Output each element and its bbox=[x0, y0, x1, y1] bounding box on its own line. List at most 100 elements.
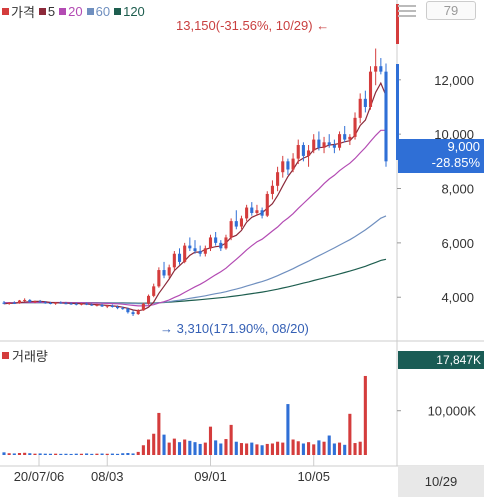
legend-ma60: 60 bbox=[86, 4, 110, 19]
candle-body bbox=[265, 193, 269, 216]
candle-body bbox=[270, 185, 274, 194]
legend-ma20: 20 bbox=[59, 4, 83, 19]
candle-body bbox=[239, 218, 244, 227]
candle-body bbox=[2, 302, 6, 304]
legend-ma5: 5 bbox=[38, 4, 56, 19]
volume-bar bbox=[90, 453, 94, 455]
candle-body bbox=[33, 301, 37, 303]
volume-bar bbox=[312, 444, 316, 455]
candle-body bbox=[162, 270, 166, 276]
volume-bar bbox=[7, 453, 11, 455]
legend-ma5-label: 5 bbox=[47, 4, 56, 19]
volume-bar bbox=[95, 453, 99, 455]
volume-bar bbox=[193, 442, 197, 455]
volume-bar bbox=[281, 442, 285, 455]
volume-bar bbox=[291, 439, 295, 455]
candle-body bbox=[116, 307, 120, 309]
price-tick-label: 6,000 bbox=[441, 236, 474, 251]
legend-ma60-swatch bbox=[86, 8, 94, 15]
volume-bar bbox=[250, 442, 254, 455]
volume-bar bbox=[188, 440, 192, 455]
volume-bar bbox=[100, 453, 104, 455]
legend-ma20-label: 20 bbox=[68, 4, 83, 19]
high-price-annotation: 13,150(-31.56%, 10/29) ← bbox=[176, 18, 329, 33]
volume-bar bbox=[270, 443, 274, 455]
candle-body bbox=[250, 207, 254, 213]
volume-bar bbox=[131, 453, 135, 455]
candle-body bbox=[141, 303, 145, 311]
volume-bar bbox=[177, 442, 182, 455]
volume-bar bbox=[152, 433, 156, 455]
candle-body bbox=[327, 142, 331, 146]
volume-bar bbox=[172, 438, 176, 455]
candle-body bbox=[379, 66, 383, 72]
candle-body bbox=[131, 312, 135, 315]
volume-bar bbox=[317, 440, 321, 455]
volume-bar bbox=[208, 426, 213, 455]
volume-bar bbox=[327, 435, 331, 455]
volume-bar bbox=[296, 441, 300, 455]
volume-bar bbox=[353, 443, 357, 455]
menu-icon[interactable] bbox=[398, 2, 416, 18]
candle-body bbox=[219, 242, 223, 249]
candle-body bbox=[183, 245, 187, 262]
volume-bar bbox=[198, 443, 202, 455]
ma120-line bbox=[4, 258, 387, 304]
candle-body bbox=[363, 98, 367, 107]
volume-bar bbox=[69, 453, 73, 455]
legend-price: 가격 bbox=[2, 2, 35, 21]
price-tick-label: 10,000 bbox=[434, 127, 474, 142]
volume-bar bbox=[33, 453, 37, 455]
zoom-input[interactable]: 79 bbox=[426, 1, 476, 20]
last-date-label: 10/29 bbox=[398, 466, 484, 497]
volume-bar bbox=[229, 424, 233, 455]
current-price-badge: 9,000 -28.85% bbox=[398, 139, 484, 173]
volume-bar bbox=[332, 443, 336, 455]
volume-bar bbox=[59, 453, 63, 455]
legend-price-swatch bbox=[2, 8, 9, 15]
volume-bar bbox=[28, 453, 32, 455]
volume-bar bbox=[162, 434, 166, 455]
volume-bar bbox=[255, 444, 259, 455]
candle-body bbox=[208, 237, 213, 249]
candle-body bbox=[172, 253, 176, 268]
volume-bar bbox=[358, 441, 362, 455]
candle-body bbox=[348, 136, 352, 140]
date-tick-label: 20/07/06 bbox=[14, 469, 65, 484]
volume-bar bbox=[276, 441, 280, 455]
candle-body bbox=[255, 210, 259, 213]
volume-bar bbox=[2, 452, 6, 455]
volume-bar bbox=[203, 442, 207, 455]
candle-body bbox=[281, 161, 285, 173]
candle-body bbox=[343, 134, 347, 140]
candle-body bbox=[332, 145, 336, 148]
volume-bar bbox=[116, 453, 120, 455]
candle-body bbox=[167, 267, 171, 276]
ma60-line bbox=[4, 215, 387, 305]
volume-bar bbox=[74, 453, 78, 455]
price-tick-label: 8,000 bbox=[441, 182, 474, 197]
volume-bar bbox=[265, 443, 269, 455]
volume-tick-label: 10,000K bbox=[428, 404, 477, 419]
candle-body bbox=[234, 221, 238, 227]
candle-body bbox=[322, 142, 326, 148]
volume-bar bbox=[121, 453, 125, 455]
candle-body bbox=[64, 303, 68, 305]
volume-bar bbox=[260, 445, 264, 455]
candle-body bbox=[177, 253, 182, 262]
volume-bar bbox=[286, 404, 290, 455]
candle-body bbox=[136, 310, 140, 315]
candle-body bbox=[85, 303, 89, 305]
volume-bar bbox=[301, 443, 305, 455]
candle-body bbox=[54, 302, 58, 304]
volume-bar bbox=[105, 453, 109, 455]
price-range-marker-down bbox=[396, 64, 399, 160]
volume-legend-label: 거래량 bbox=[12, 349, 48, 364]
candle-body bbox=[276, 172, 280, 186]
date-tick-label: 08/03 bbox=[91, 469, 124, 484]
candle-body bbox=[17, 300, 22, 304]
candle-body bbox=[43, 302, 47, 304]
legend-price-label: 가격 bbox=[11, 5, 35, 20]
volume-bar bbox=[136, 451, 140, 455]
